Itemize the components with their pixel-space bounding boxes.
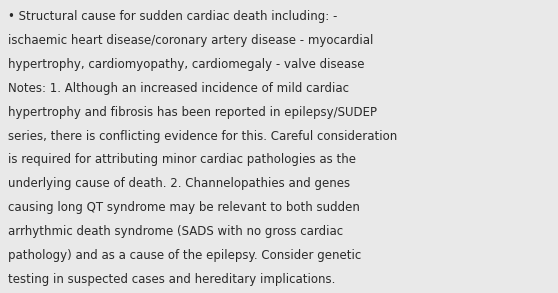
Text: pathology) and as a cause of the epilepsy. Consider genetic: pathology) and as a cause of the epileps… (8, 249, 361, 262)
Text: hypertrophy and fibrosis has been reported in epilepsy/SUDEP: hypertrophy and fibrosis has been report… (8, 106, 377, 119)
Text: testing in suspected cases and hereditary implications.: testing in suspected cases and hereditar… (8, 273, 335, 286)
Text: underlying cause of death. 2. Channelopathies and genes: underlying cause of death. 2. Channelopa… (8, 177, 350, 190)
Text: series, there is conflicting evidence for this. Careful consideration: series, there is conflicting evidence fo… (8, 130, 397, 143)
Text: hypertrophy, cardiomyopathy, cardiomegaly - valve disease: hypertrophy, cardiomyopathy, cardiomegal… (8, 58, 364, 71)
Text: • Structural cause for sudden cardiac death including: -: • Structural cause for sudden cardiac de… (8, 10, 338, 23)
Text: ischaemic heart disease/coronary artery disease - myocardial: ischaemic heart disease/coronary artery … (8, 34, 373, 47)
Text: is required for attributing minor cardiac pathologies as the: is required for attributing minor cardia… (8, 154, 356, 166)
Text: Notes: 1. Although an increased incidence of mild cardiac: Notes: 1. Although an increased incidenc… (8, 82, 349, 95)
Text: arrhythmic death syndrome (SADS with no gross cardiac: arrhythmic death syndrome (SADS with no … (8, 225, 343, 238)
Text: causing long QT syndrome may be relevant to both sudden: causing long QT syndrome may be relevant… (8, 201, 360, 214)
